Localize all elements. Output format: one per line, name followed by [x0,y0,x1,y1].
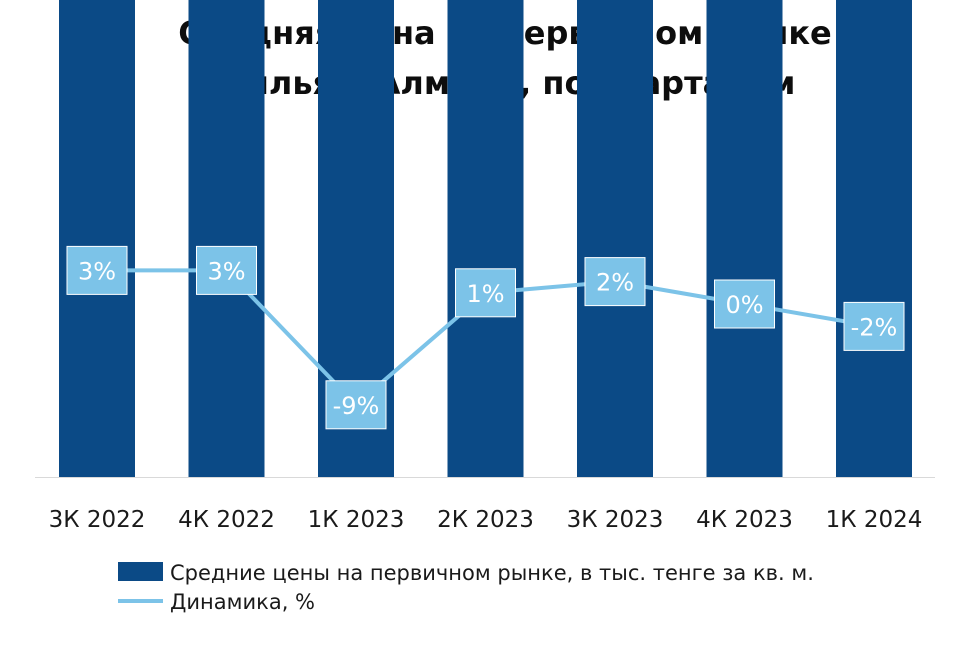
x-tick-label: 2К 2023 [437,507,534,533]
dynamics-point-label: 0% [725,291,763,319]
x-axis: 3К 2022 4К 2022 1К 2023 2К 2023 3К 2023 4К 20… [35,477,935,533]
dynamics-point-label: -9% [333,392,380,420]
x-tick-label: 4К 2023 [696,507,793,533]
legend: Средние цены на первичном рынке, в тыс. … [118,561,814,614]
x-tick-label: 1К 2023 [308,507,405,533]
legend-bar-label: Средние цены на первичном рынке, в тыс. … [170,561,814,585]
x-tick-label: 3К 2023 [567,507,664,533]
dynamics-point-label: 3% [207,257,245,285]
dynamics-point-label: 1% [466,280,504,308]
bar-4К-2023 [706,0,783,477]
labels-layer: 6726956356396516506353%3%-9%1%2%0%-2% [66,245,905,430]
bar-1К-2024 [836,0,912,477]
legend-bar-swatch [118,562,163,581]
dynamics-point-label-bg [196,245,257,295]
x-tick-label: 1К 2024 [826,507,923,533]
bar-3К-2023 [577,0,653,477]
bar-4К-2022 [188,0,265,477]
dynamics-point-label-bg [325,380,387,430]
dynamics-point-label-bg [714,279,775,329]
bars-layer [59,0,912,477]
legend-line-label: Динамика, % [170,590,315,614]
bar-2К-2023 [447,0,524,477]
bar-3К-2022 [59,0,135,477]
dynamics-point-label: 3% [78,257,116,285]
dynamics-point-label: 2% [596,269,634,297]
dynamics-point-label-bg [66,245,128,295]
dynamics-point-label-bg [843,301,905,351]
dynamics-point-label-bg [584,257,646,307]
dynamics-point-label: -2% [851,313,898,341]
x-tick-label: 4К 2022 [178,507,275,533]
x-tick-label: 3К 2022 [49,507,146,533]
dynamics-point-label-bg [455,268,516,318]
